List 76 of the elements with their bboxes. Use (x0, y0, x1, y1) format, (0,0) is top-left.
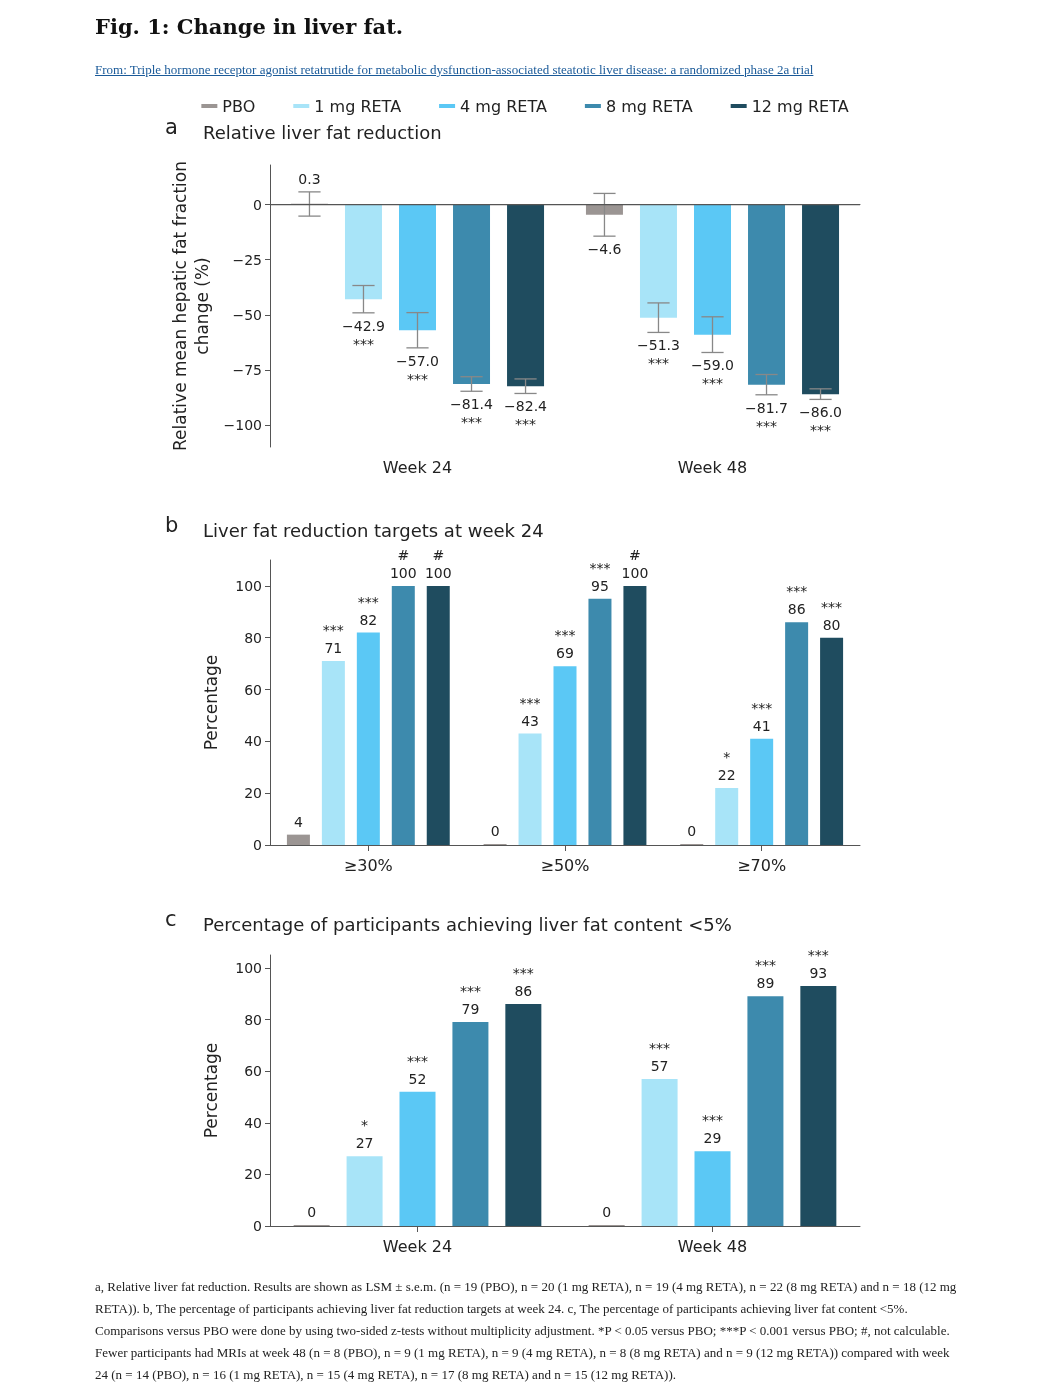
data-label: 0 (490, 823, 500, 839)
y-tick-label: −25 (232, 251, 262, 268)
y-tick-label: 60 (244, 1063, 262, 1080)
data-label: *** 80 (821, 598, 843, 633)
x-tick-label: Week 48 (677, 1236, 748, 1256)
legend-label: 4 mg RETA (460, 96, 547, 116)
data-label: −82.4 *** (504, 398, 548, 433)
data-label: −81.4 *** (450, 396, 494, 431)
data-label: *** 71 (322, 622, 344, 657)
y-tick-label: 100 (235, 959, 262, 976)
y-axis-title: Percentage (201, 1042, 221, 1139)
data-label: *** 79 (459, 983, 481, 1018)
x-tick-label: ≥50% (540, 855, 590, 875)
y-tick-label: 0 (253, 196, 262, 213)
y-tick-label: 0 (253, 1218, 262, 1234)
y-tick-label: −75 (232, 361, 262, 378)
y-axis-title: Relative mean hepatic fat fraction change (%) (169, 161, 212, 451)
data-label: −42.9 *** (342, 317, 385, 352)
x-tick-label: ≥30% (343, 855, 393, 875)
data-label: *** 41 (751, 699, 773, 734)
legend-label: 12 mg RETA (751, 96, 849, 116)
y-tick-label: 40 (244, 733, 262, 750)
data-label: *** 86 (512, 965, 534, 1000)
legend-label: PBO (222, 96, 256, 116)
text: a (165, 114, 178, 139)
data-label: *** 89 (754, 957, 776, 992)
data-label: *** 52 (407, 1052, 428, 1087)
data-label: # 100 (424, 546, 452, 581)
y-tick-label: 20 (244, 1166, 262, 1183)
data-label: * 22 (717, 749, 736, 783)
y-tick-label: 80 (244, 629, 262, 646)
y-tick-label: 40 (244, 1114, 262, 1131)
chart-title: Liver fat reduction targets at week 24 (203, 519, 544, 541)
text: a, Relative liver fat reduction. Results are shown as LSM ± s.e.m. (n = 19 (PBO), n = 20 (1 mg RETA), n = 19 (4 mg RETA), n = 22 (8 mg RETA) and n = 18 (12 mg RETA)). b, The percentage of participants achieving liver fat reduction targets at week 24. c, The percentage of participants achieving liver fat content <5%. Comparisons versus PBO were done by using two-sided z-tests without multiplicity adjustment. *P < 0.05 versus PBO; ***P < 0.001 versus PBO; #, not calculable. Fewer participants had MRIs at week 48 (n = 8 (PBO), n = 9 (1 mg RETA), n = 9 (4 mg RETA), n = 8 (8 mg RETA) and n = 9 (12 mg RETA)) compared with week 24 (n = 14 (PBO), n = 16 (1 mg RETA), n = 15 (4 mg RETA), n = 17 (8 mg RETA) and n = 15 (12 mg RETA)). (95, 1278, 958, 1384)
y-tick-label: 20 (244, 785, 262, 802)
data-label: # 100 (621, 546, 649, 581)
data-label: −51.3 *** (637, 337, 680, 372)
y-tick-label: 0 (253, 837, 262, 853)
chart-title: Relative liver fat reduction (203, 121, 442, 143)
data-label: *** 82 (357, 593, 379, 628)
data-label: −86.0 *** (799, 404, 842, 439)
data-label: 4 (293, 813, 303, 830)
data-label: # 100 (389, 546, 417, 581)
y-tick-label: 100 (235, 577, 262, 594)
data-label: *** 95 (589, 559, 611, 594)
legend-label: 8 mg RETA (605, 96, 693, 116)
x-tick-label: Week 24 (382, 1236, 453, 1256)
x-tick-label: ≥70% (737, 855, 787, 875)
text: From: Triple hormone receptor agonist retatrutide for metabolic dysfunction-associated steatotic liver disease: a randomized phase 2a trial (95, 62, 814, 78)
y-tick-label: 80 (244, 1011, 262, 1028)
y-tick-label: −50 (232, 306, 262, 323)
data-label: *** 93 (807, 946, 829, 981)
data-label: 0 (307, 1204, 317, 1220)
data-label: −57.0 *** (396, 352, 439, 387)
x-tick-label: Week 24 (382, 457, 453, 477)
data-label: −81.7 *** (745, 399, 788, 434)
data-label: −4.6 (587, 241, 622, 258)
data-label: 0 (602, 1204, 612, 1220)
text: b (165, 512, 179, 537)
data-label: 0 (687, 823, 697, 839)
data-label: * 27 (355, 1117, 374, 1152)
data-label: *** 57 (649, 1039, 671, 1074)
data-label: −59.0 *** (691, 357, 734, 392)
data-label: 0.3 (298, 170, 321, 187)
text: c (165, 906, 177, 931)
y-tick-label: 60 (244, 681, 262, 698)
x-tick-label: Week 48 (677, 457, 748, 477)
caption: Fig. 1: Change in liver fat. (95, 14, 404, 39)
chart-title: Percentage of participants achieving liver fat content <5% (203, 913, 732, 935)
data-label: *** 69 (554, 627, 576, 662)
y-tick-label: −100 (223, 416, 262, 433)
data-label: *** 86 (786, 583, 808, 618)
legend-label: 1 mg RETA (314, 96, 402, 116)
y-axis-title: Percentage (201, 654, 221, 751)
data-label: *** 43 (519, 694, 541, 729)
data-label: *** 29 (702, 1112, 723, 1147)
